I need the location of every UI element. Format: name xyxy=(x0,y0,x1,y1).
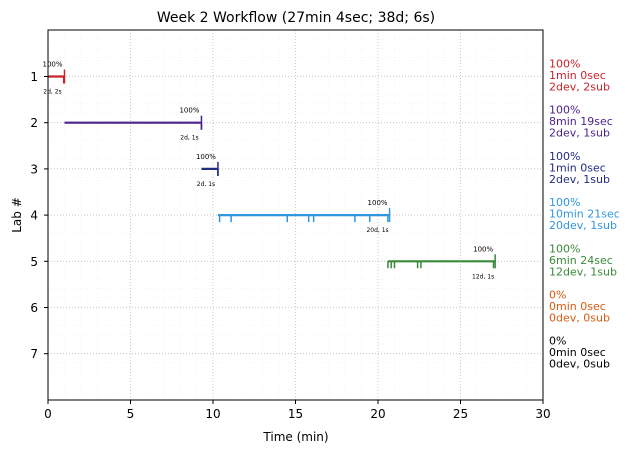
x-tick-label: 10 xyxy=(205,407,220,421)
y-tick-label: 1 xyxy=(30,70,38,84)
x-axis-label: Time (min) xyxy=(262,430,328,444)
lab-3-completion-label: 100% xyxy=(196,153,216,161)
y-axis-label: Lab # xyxy=(10,197,24,233)
lab-5-summary-line: 12dev, 1sub xyxy=(549,265,617,278)
y-tick-label: 3 xyxy=(30,162,38,176)
lab-7-summary-line: 0% xyxy=(549,335,566,348)
lab-7-summary-line: 0min 0sec xyxy=(549,346,606,359)
lab-1-summary-line: 1min 0sec xyxy=(549,69,606,82)
y-tick-label: 5 xyxy=(30,255,38,269)
lab-2-summary-line: 8min 19sec xyxy=(549,115,613,128)
lab-5-summary-line: 6min 24sec xyxy=(549,254,613,267)
y-tick-label: 7 xyxy=(30,347,38,361)
lab-2-devsub-label: 2d, 1s xyxy=(180,135,198,142)
lab-2-completion-label: 100% xyxy=(179,107,199,115)
y-tick-label: 4 xyxy=(30,209,38,223)
lab-1-devsub-label: 2d, 2s xyxy=(43,89,61,96)
chart-title: Week 2 Workflow (27min 4sec; 38d; 6s) xyxy=(157,10,435,26)
lab-5-devsub-label: 12d, 1s xyxy=(472,273,494,280)
lab-1-completion-label: 100% xyxy=(42,61,62,69)
lab-3-summary-line: 2dev, 1sub xyxy=(549,173,610,186)
x-tick-label: 0 xyxy=(44,407,52,421)
x-tick-label: 20 xyxy=(370,407,385,421)
lab-6-summary-line: 0min 0sec xyxy=(549,300,606,313)
lab-6-summary-line: 0dev, 0sub xyxy=(549,312,610,325)
lab-4-devsub-label: 20d, 1s xyxy=(366,227,388,234)
lab-5-summary-line: 100% xyxy=(549,242,580,255)
x-tick-label: 25 xyxy=(453,407,468,421)
lab-1-summary-line: 100% xyxy=(549,58,580,71)
x-tick-label: 30 xyxy=(535,407,550,421)
lab-4-summary-line: 10min 21sec xyxy=(549,208,620,221)
lab-3-summary-line: 100% xyxy=(549,150,580,163)
lab-6-summary-line: 0% xyxy=(549,289,566,302)
lab-3-summary-line: 1min 0sec xyxy=(549,161,606,174)
x-tick-label: 5 xyxy=(127,407,135,421)
lab-3-devsub-label: 2d, 1s xyxy=(197,181,215,188)
lab-7-summary-line: 0dev, 0sub xyxy=(549,358,610,371)
lab-4-completion-label: 100% xyxy=(368,199,388,207)
lab-2-summary-line: 2dev, 1sub xyxy=(549,127,610,140)
lab-2-summary-line: 100% xyxy=(549,104,580,117)
y-tick-label: 2 xyxy=(30,116,38,130)
y-tick-label: 6 xyxy=(30,301,38,315)
x-tick-label: 15 xyxy=(288,407,303,421)
lab-4-summary-line: 20dev, 1sub xyxy=(549,219,617,232)
lab-5-completion-label: 100% xyxy=(473,245,493,253)
lab-1-summary-line: 2dev, 2sub xyxy=(549,81,610,94)
lab-4-summary-line: 100% xyxy=(549,196,580,209)
